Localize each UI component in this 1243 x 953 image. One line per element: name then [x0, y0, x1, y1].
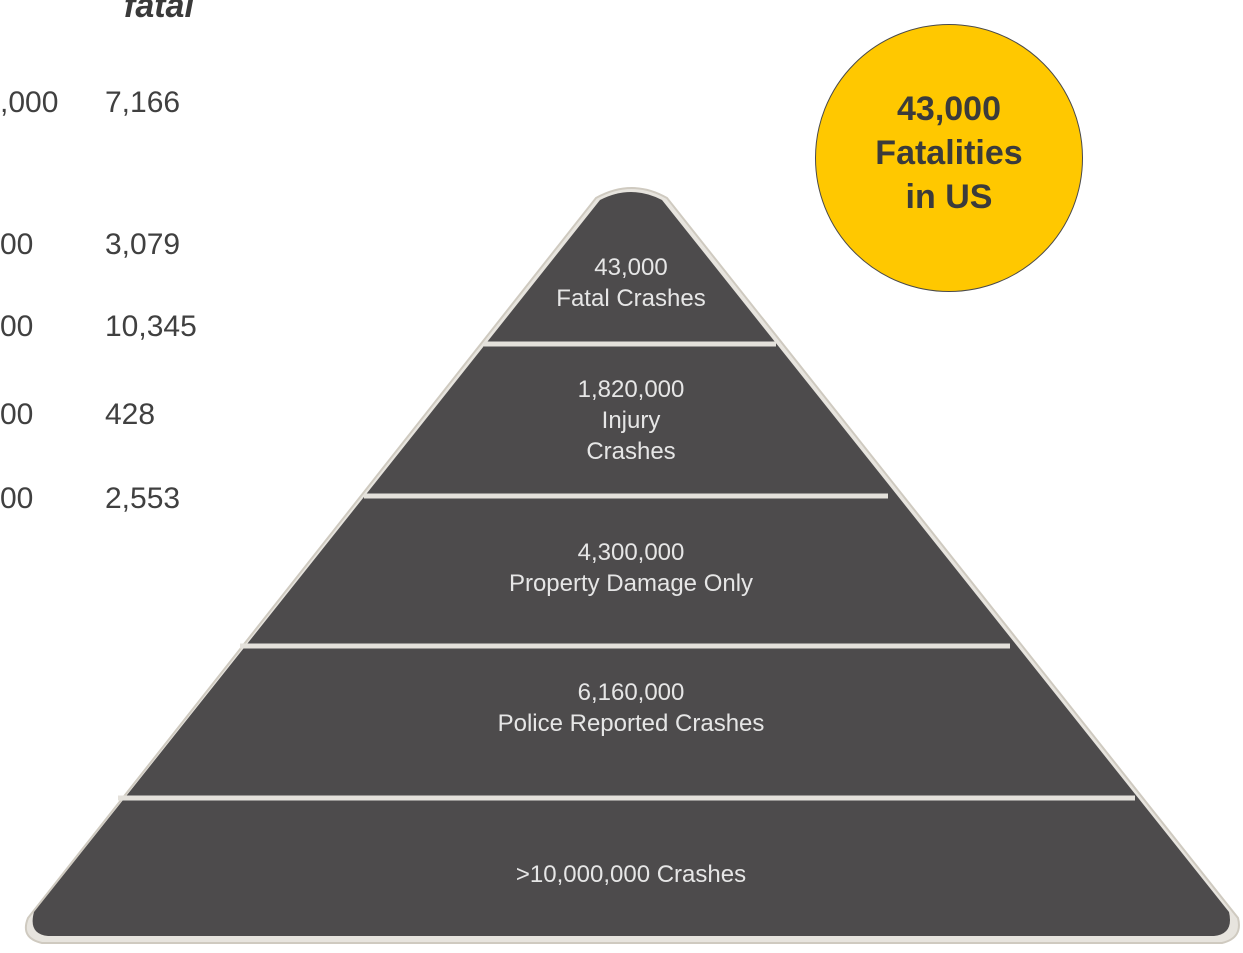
- pyramid-body: [32, 192, 1231, 936]
- badge-location: in US: [905, 178, 993, 216]
- table-cell-fatal-0: 7,166: [105, 86, 181, 119]
- table-cell-left-2: 00: [0, 310, 34, 343]
- table-cell-left-4: 00: [0, 482, 34, 515]
- tier-property-label: Property Damage Only: [508, 570, 754, 597]
- badge-text: 43,000 Fatalities in US: [816, 87, 1082, 219]
- table-cell-left-1: 00: [0, 228, 34, 261]
- tier-police-count: 6,160,000: [577, 679, 685, 706]
- tier-police-label: Police Reported Crashes: [497, 710, 765, 737]
- tier-injury-label-line1: Injury: [601, 407, 661, 434]
- tier-all-count: >10,000,000 Crashes: [515, 861, 747, 888]
- badge-label: Fatalities: [875, 134, 1023, 172]
- tier-injury-label-line2: Crashes: [586, 438, 676, 465]
- table-cell-fatal-3: 428: [105, 398, 156, 431]
- badge-count: 43,000: [897, 90, 1001, 128]
- tier-fatal-label: Fatal Crashes: [556, 285, 706, 312]
- fatalities-badge: 43,000 Fatalities in US: [815, 24, 1083, 292]
- fatalities-table: fatal ,000 7,166 00 3,079 00 10,345 00 4…: [0, 0, 400, 520]
- fatal-column-header: fatal: [124, 0, 194, 25]
- tier-injury-count: 1,820,000: [577, 376, 685, 403]
- tier-property-count: 4,300,000: [577, 539, 685, 566]
- table-cell-fatal-2: 10,345: [105, 310, 197, 343]
- table-cell-left-3: 00: [0, 398, 34, 431]
- table-cell-fatal-1: 3,079: [105, 228, 181, 261]
- tier-fatal-crashes: 43,000 Fatal Crashes: [481, 252, 781, 314]
- tier-police-reported: 6,160,000 Police Reported Crashes: [411, 677, 851, 739]
- tier-property-damage: 4,300,000 Property Damage Only: [431, 537, 831, 599]
- tier-injury-crashes: 1,820,000 Injury Crashes: [461, 374, 801, 467]
- table-cell-left-0: ,000: [0, 86, 59, 119]
- tier-all-crashes: >10,000,000 Crashes: [381, 859, 881, 890]
- table-cell-fatal-4: 2,553: [105, 482, 181, 515]
- tier-fatal-count: 43,000: [594, 254, 668, 281]
